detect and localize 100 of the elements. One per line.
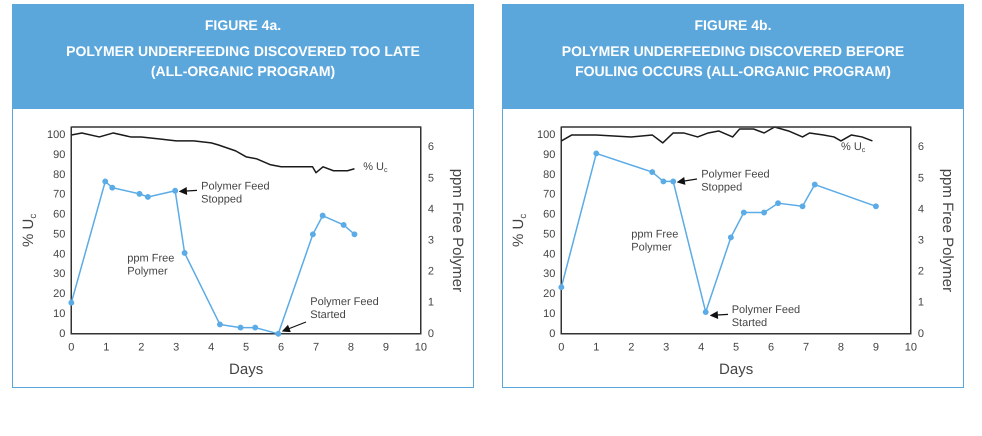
y2-tick-label: 2 [918, 266, 924, 278]
point [352, 231, 358, 238]
y-tick-label: 30 [543, 268, 556, 280]
y-axis-title: % Uc [20, 214, 40, 248]
point [144, 194, 151, 200]
annotation: Polymer Feed Stopped [701, 168, 770, 194]
y-tick-label: 30 [53, 268, 66, 280]
y-tick-label: 80 [543, 168, 556, 181]
y2-tick-label: 0 [918, 328, 924, 340]
y-tick-label: 10 [53, 308, 66, 320]
y2-tick-label: 5 [918, 172, 924, 184]
x-tick-label: 8 [348, 341, 354, 354]
y2-tick-label: 4 [428, 203, 434, 216]
x-tick-label: 9 [382, 341, 389, 354]
x-tick-label: 7 [802, 341, 810, 354]
point [761, 210, 768, 216]
y2-tick-label: 1 [428, 296, 434, 309]
point [182, 250, 188, 256]
y-tick-label: 40 [543, 248, 556, 260]
y2-tick-label: 4 [918, 203, 924, 216]
annotation: Polymer Feed Started [732, 304, 800, 329]
x-tick-label: 1 [103, 341, 110, 354]
chart-title: FIGURE 4a. [204, 17, 282, 33]
y-axis-title: % Uc [510, 214, 530, 248]
point [593, 150, 600, 156]
y-tick-label: 70 [543, 188, 556, 201]
y-tick-label: 0 [59, 328, 66, 340]
chart-subtitle: POLYMER UNDERFEEDING DISCOVERED TOO LATE (ALL-ORGANIC PROGRAM) [65, 42, 421, 81]
y-tick-label: 20 [53, 288, 66, 300]
x-tick-label: 0 [558, 341, 564, 354]
point [872, 203, 879, 210]
y-tick-label: 90 [53, 148, 66, 161]
x-tick-label: 7 [312, 341, 320, 354]
annotation: Polymer Feed Stopped [201, 180, 270, 206]
x-tick-label: 2 [628, 341, 634, 354]
point [172, 188, 178, 194]
annotation: Polymer Feed Started [310, 296, 379, 321]
x-tick-label: 3 [173, 341, 180, 354]
y-tick-label: 100 [46, 128, 66, 141]
point [660, 178, 666, 184]
point [102, 178, 108, 184]
y2-tick-label: 2 [428, 266, 434, 278]
point [702, 309, 709, 315]
y-tick-label: 80 [53, 168, 66, 181]
point [275, 330, 282, 337]
x-tick-label: 8 [838, 341, 844, 354]
point [812, 182, 818, 188]
y2-tick-label: 5 [428, 172, 434, 184]
x-tick-label: 3 [663, 341, 670, 354]
y2-axis-title: ppm Free Polymer [448, 168, 466, 292]
point [310, 231, 316, 238]
x-tick-label: 2 [138, 341, 144, 354]
y-tick-label: 40 [53, 248, 66, 260]
point [649, 169, 656, 176]
y2-tick-label: 0 [428, 328, 434, 340]
series-label: ppm Free Polymer [127, 252, 174, 278]
y-tick-label: 90 [543, 148, 556, 161]
x-tick-label: 4 [698, 341, 704, 354]
x-tick-label: 10 [414, 341, 428, 354]
y2-tick-label: 3 [428, 234, 434, 247]
y-tick-label: 20 [543, 288, 556, 300]
point [238, 324, 244, 331]
point [800, 203, 806, 210]
x-axis-title: Days [719, 361, 754, 378]
y-tick-label: 50 [53, 228, 66, 240]
point [558, 284, 564, 290]
y2-tick-label: 6 [918, 141, 924, 154]
point [252, 324, 258, 331]
y-tick-label: 0 [549, 328, 556, 340]
y-tick-label: 10 [543, 308, 556, 320]
x-tick-label: 10 [904, 341, 918, 354]
y-tick-label: 50 [543, 228, 556, 240]
point [728, 234, 734, 240]
point [775, 200, 782, 206]
point [216, 322, 223, 328]
chart-subtitle: POLYMER UNDERFEEDING DISCOVERED BEFORE FOULING OCCURS (ALL-ORGANIC PROGRAM) [560, 42, 906, 81]
x-axis-title: Days [229, 361, 264, 378]
point [340, 222, 347, 228]
chart-title: FIGURE 4b. [693, 17, 772, 33]
y-tick-label: 70 [53, 188, 66, 201]
series-label: ppm Free Polymer [631, 228, 678, 254]
x-tick-label: 4 [208, 341, 214, 354]
y2-tick-label: 3 [918, 234, 924, 247]
x-tick-label: 5 [243, 341, 250, 354]
point [109, 184, 116, 191]
point [670, 178, 676, 184]
x-tick-label: 9 [872, 341, 879, 354]
y-tick-label: 100 [536, 128, 556, 141]
y-tick-label: 60 [543, 208, 556, 221]
point [136, 190, 142, 197]
x-tick-label: 1 [593, 341, 600, 354]
point [68, 300, 74, 306]
y2-axis-title: ppm Free Polymer [938, 168, 956, 292]
point [320, 212, 326, 219]
x-tick-label: 5 [733, 341, 740, 354]
y2-tick-label: 6 [428, 141, 434, 154]
x-tick-label: 0 [68, 341, 74, 354]
point [740, 210, 747, 216]
x-tick-label: 6 [768, 341, 774, 354]
x-tick-label: 6 [278, 341, 284, 354]
